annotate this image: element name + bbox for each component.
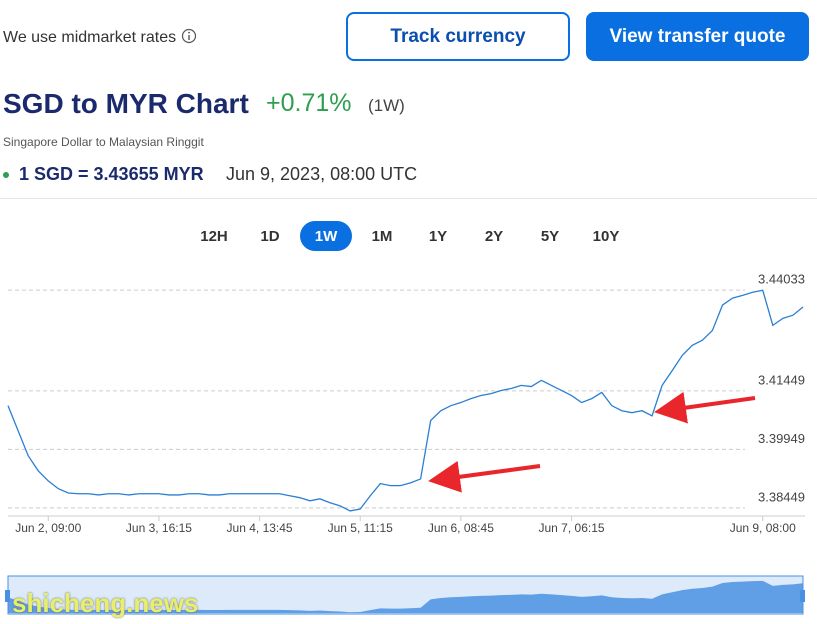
quote-button[interactable]: View transfer quote	[586, 12, 809, 61]
x-tick-label: Jun 7, 06:15	[539, 521, 605, 535]
range-button[interactable]: 1W	[300, 221, 352, 251]
range-button[interactable]: 10Y	[592, 227, 620, 245]
notice: We use midmarket rates	[3, 28, 197, 47]
range-button[interactable]: 1Y	[428, 227, 448, 245]
separator	[0, 198, 817, 199]
range-button[interactable]: 5Y	[540, 227, 560, 245]
annotation-arrow	[654, 391, 756, 424]
period: (1W)	[368, 96, 405, 115]
price-line	[7, 289, 804, 512]
x-tick-label: Jun 2, 09:00	[15, 521, 81, 535]
annotation-arrow	[428, 460, 541, 493]
range-button[interactable]: 2Y	[484, 227, 504, 245]
navigator-handle[interactable]	[800, 590, 805, 602]
x-tick-label: Jun 6, 08:45	[428, 521, 494, 535]
navigator-handle[interactable]	[5, 590, 10, 602]
y-tick-label: 3.41449	[758, 372, 805, 387]
y-tick-label: 3.44033	[758, 272, 805, 287]
x-tick-label: Jun 5, 11:15	[328, 521, 393, 535]
notice-text: We use midmarket rates	[3, 29, 177, 46]
change: +0.71%	[266, 89, 352, 117]
y-tick-label: 3.38449	[758, 489, 805, 504]
x-tick-label: Jun 9, 08:00	[730, 521, 796, 535]
track-button[interactable]: Track currency	[346, 12, 570, 61]
navigator-area	[8, 580, 803, 613]
timestamp: Jun 9, 2023, 08:00 UTC	[226, 164, 418, 184]
y-tick-label: 3.39949	[758, 431, 805, 446]
range-button[interactable]: 12H	[200, 227, 228, 245]
subtitle: Singapore Dollar to Malaysian Ringgit	[3, 135, 204, 149]
watermark: shicheng.news	[12, 588, 199, 618]
range-selector: 12H 1D 1W 1M 1Y 2Y 5Y 10Y	[186, 221, 634, 251]
rate: 1 SGD = 3.43655 MYR	[19, 164, 204, 184]
range-button[interactable]: 1M	[371, 227, 393, 245]
x-tick-label: Jun 4, 13:45	[227, 521, 293, 535]
title: SGD to MYR Chart	[3, 88, 249, 119]
info-icon[interactable]	[181, 28, 197, 44]
range-button[interactable]: 1D	[260, 227, 280, 245]
status-dot	[3, 172, 9, 178]
x-tick-label: Jun 3, 16:15	[126, 521, 192, 535]
